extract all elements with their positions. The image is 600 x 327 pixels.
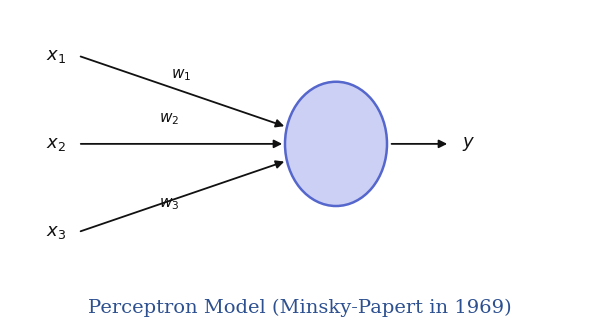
Text: $x_2$: $x_2$ [46,135,66,153]
Text: $w_1$: $w_1$ [171,67,191,83]
Text: $x_3$: $x_3$ [46,223,66,241]
Text: $w_3$: $w_3$ [159,197,179,212]
Ellipse shape [285,82,387,206]
Text: Perceptron Model (Minsky-Papert in 1969): Perceptron Model (Minsky-Papert in 1969) [88,299,512,317]
Text: $x_1$: $x_1$ [46,46,66,65]
Text: $y$: $y$ [462,135,475,153]
Text: $w_2$: $w_2$ [159,112,179,127]
